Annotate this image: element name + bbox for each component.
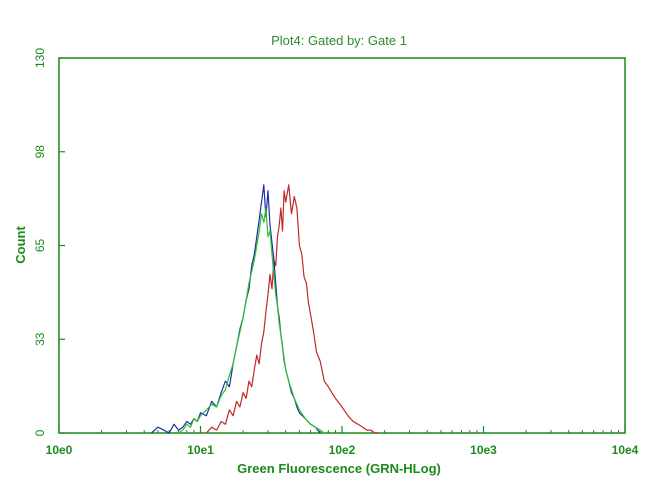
y-tick-label: 130	[33, 48, 47, 68]
x-tick-label: 10e2	[329, 443, 356, 457]
y-tick-label: 33	[33, 332, 47, 346]
chart-title: Plot4: Gated by: Gate 1	[271, 33, 407, 48]
axis-ticks: 10e0 10e1 10e2 10e3 10e4 0 33 65 98 130	[33, 48, 639, 457]
series-line-3	[178, 207, 325, 434]
x-tick-label: 10e0	[46, 443, 73, 457]
y-tick-label: 65	[33, 239, 47, 253]
y-tick-label: 98	[33, 145, 47, 159]
y-axis-label: Count	[13, 226, 28, 264]
plot-frame	[58, 57, 626, 434]
series-line-1	[205, 184, 379, 434]
x-axis-label: Green Fluorescence (GRN-HLog)	[237, 461, 441, 476]
series-line-2	[151, 184, 321, 434]
y-tick-label: 0	[33, 429, 47, 436]
x-tick-label: 10e1	[187, 443, 214, 457]
x-tick-label: 10e4	[612, 443, 639, 457]
series-group	[151, 184, 379, 434]
x-tick-label: 10e3	[470, 443, 497, 457]
